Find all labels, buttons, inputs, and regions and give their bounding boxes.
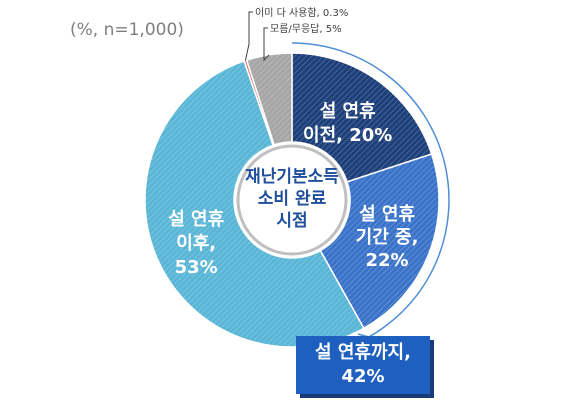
callout-label-3: 이미 다 사용함, 0.3% (255, 7, 348, 19)
bracket-arc (291, 42, 450, 338)
slice-label-2-1: 이후, (176, 233, 216, 254)
unit-note: (%, n=1,000) (70, 20, 184, 40)
slice-label-2-0: 설 연휴 (168, 209, 224, 230)
summary-box: 설 연휴까지, 42% (296, 336, 430, 394)
slice-label-1-1: 기간 중, (356, 227, 419, 248)
center-label-1: 소비 완료 (258, 189, 327, 209)
slice-hatch-0 (292, 53, 432, 182)
slice-label-0-1: 이전, 20% (303, 125, 392, 146)
center-circle (236, 144, 348, 256)
slice-label-0-0: 설 연휴 (320, 101, 376, 122)
slice-hatch-4 (246, 53, 292, 145)
slice-label-2-2: 53% (175, 257, 218, 278)
callout-line-4 (263, 27, 270, 62)
summary-line-1: 설 연휴까지, (315, 342, 411, 363)
callout-label-4: 모름/무응답, 5% (270, 23, 342, 35)
center-label-0: 재난기본소득 (245, 167, 339, 187)
slice-hatch-1 (320, 154, 439, 329)
summary-line-2: 42% (341, 366, 385, 387)
callout-line-3 (244, 11, 253, 61)
center-label-2: 시점 (276, 211, 307, 231)
slice-label-1-0: 설 연휴 (359, 204, 415, 225)
slice-label-1-2: 22% (366, 250, 409, 271)
slice-hatch-2 (144, 61, 364, 348)
